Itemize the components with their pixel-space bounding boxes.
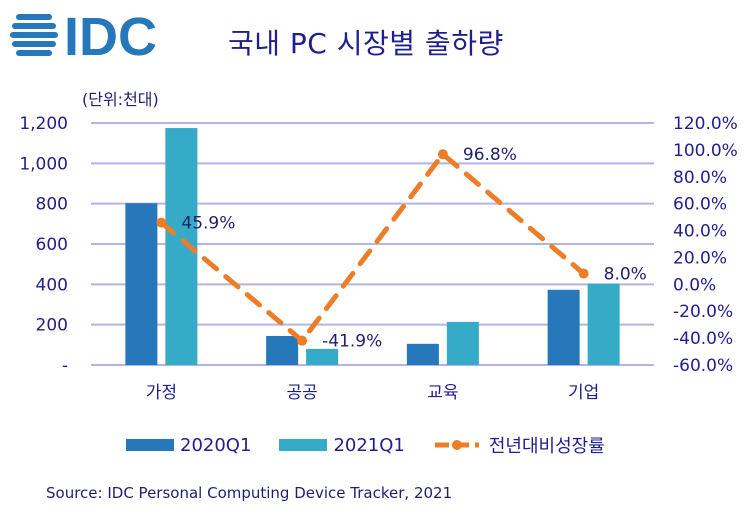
x-axis: 가정 공공 교육 기업 [146,383,600,403]
growth-line [156,149,589,346]
y2-tick-label: 100.0% [673,141,738,161]
bar-2020q1 [406,343,439,365]
y2-tick-label: 80.0% [673,168,727,188]
y-tick-label: 800 [36,195,68,215]
legend: 2020Q1 2021Q1 전년대비성장률 [126,432,633,458]
growth-point [297,335,308,346]
y-tick-label: 600 [36,235,68,255]
growth-point [156,217,167,228]
growth-data-label: 96.8% [463,145,517,165]
legend-item-growth: 전년대비성장률 [433,432,605,458]
bar-2021q1 [446,321,479,365]
globe-icon [10,14,58,56]
logo-text: IDC [64,8,157,60]
bars [125,128,620,365]
legend-label: 전년대비성장률 [488,436,605,457]
x-tick-label: 공공 [286,383,317,403]
y-tick-label: - [62,356,68,376]
growth-data-label: 45.9% [181,214,235,234]
y2-tick-label: -40.0% [673,329,733,349]
y2-tick-label: -20.0% [673,302,733,322]
y-tick-label: 1,000 [19,154,68,174]
legend-swatch-2020q1 [126,439,174,451]
bar-2021q1 [587,283,620,365]
y-axis-left: - 200 400 600 800 1,000 1,200 [19,114,68,376]
y-tick-label: 1,200 [19,114,68,134]
unit-label: (단위:천대) [82,90,159,109]
y2-tick-label: -60.0% [673,356,733,376]
x-tick-label: 가정 [146,383,177,403]
legend-swatch-2021q1 [279,439,328,451]
bar-2020q1 [547,289,580,365]
data-labels: 45.9% -41.9% 96.8% 8.0% [181,145,646,351]
legend-item-2020q1: 2020Q1 [126,435,251,456]
growth-data-label: 8.0% [604,265,647,285]
y-tick-label: 200 [36,316,68,336]
idc-logo: IDC [10,8,157,60]
bar-2020q1 [125,203,158,365]
y-tick-label: 400 [36,275,68,295]
bar-2021q1 [306,348,339,365]
legend-line-marker [434,440,479,450]
legend-item-2021q1: 2021Q1 [279,434,405,456]
y2-tick-label: 0.0% [673,275,716,295]
y2-tick-label: 20.0% [673,248,727,268]
chart-title: 국내 PC 시장별 출하량 [228,27,504,60]
y-axis-right: -60.0% -40.0% -20.0% 0.0% 20.0% 40.0% 60.0% 80.… [673,114,738,376]
legend-label: 2020Q1 [180,434,252,456]
source-note: Source: IDC Personal Computing Device Tr… [46,484,453,502]
growth-line-path [158,150,587,345]
growth-point [437,149,448,160]
y2-tick-label: 120.0% [673,114,738,134]
x-tick-label: 교육 [427,383,458,403]
bar-2020q1 [266,335,299,365]
growth-point [578,268,589,279]
legend-label: 2021Q1 [333,434,405,456]
growth-data-label: -41.9% [322,332,382,352]
y2-tick-label: 40.0% [673,222,727,242]
y2-tick-label: 60.0% [673,195,727,215]
x-tick-label: 기업 [568,383,599,403]
